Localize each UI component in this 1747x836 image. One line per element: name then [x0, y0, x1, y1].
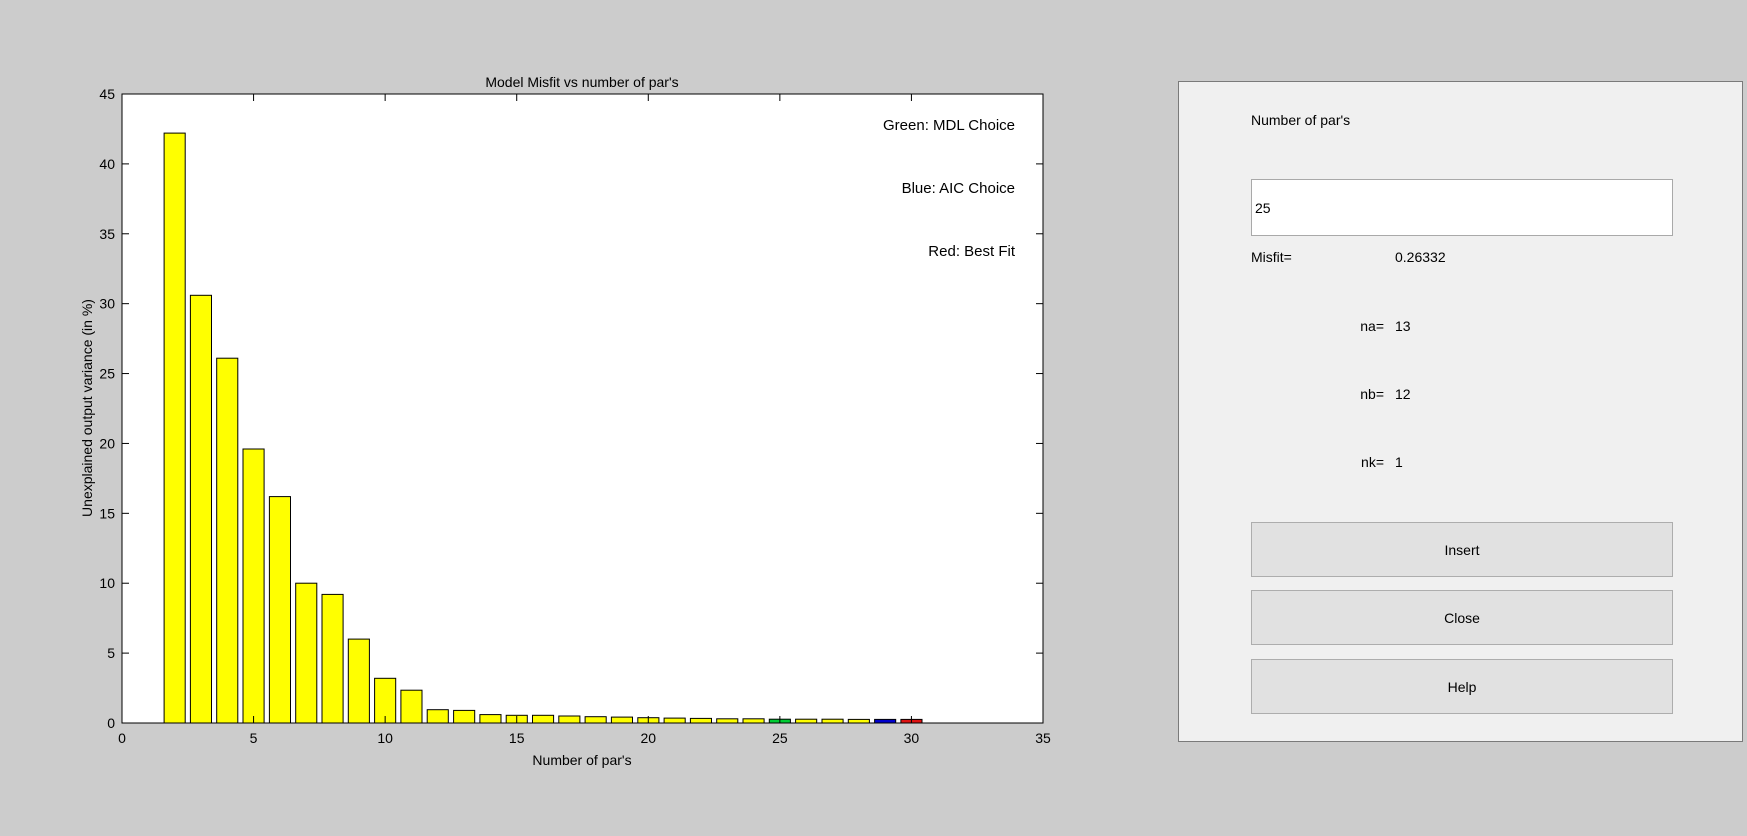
bar — [689, 717, 713, 724]
bar — [321, 593, 344, 724]
bar — [821, 718, 844, 724]
bar — [479, 714, 502, 724]
y-tick-label: 25 — [99, 366, 115, 382]
y-tick-label: 30 — [99, 296, 115, 312]
nk-label: nk= — [1361, 454, 1384, 470]
annotation-best-fit: Red: Best Fit — [928, 243, 1016, 260]
x-axis-label: Number of par's — [532, 752, 631, 768]
nk-value: 1 — [1395, 454, 1403, 470]
y-tick-label: 45 — [99, 86, 115, 102]
x-tick-label: 20 — [640, 730, 656, 746]
y-tick-label: 20 — [99, 435, 115, 451]
na-label: na= — [1360, 318, 1384, 334]
y-tick-label: 40 — [99, 156, 115, 172]
x-tick-label: 0 — [118, 730, 126, 746]
bar — [216, 357, 239, 724]
number-of-pars-input[interactable] — [1251, 179, 1673, 236]
y-tick-label: 0 — [107, 715, 115, 731]
na-value: 13 — [1395, 318, 1411, 334]
x-tick-label: 5 — [250, 730, 258, 746]
bar — [295, 582, 318, 724]
chart-title: Model Misfit vs number of par's — [485, 74, 678, 90]
close-button[interactable]: Close — [1251, 590, 1673, 645]
insert-button[interactable]: Insert — [1251, 522, 1673, 577]
bar — [584, 716, 607, 724]
bar — [558, 715, 581, 724]
bar — [242, 448, 265, 724]
bar — [847, 718, 870, 724]
nb-value: 12 — [1395, 386, 1411, 402]
y-tick-label: 5 — [107, 645, 115, 661]
bar — [163, 132, 186, 724]
bar — [189, 294, 212, 724]
help-button[interactable]: Help — [1251, 659, 1673, 714]
x-tick-label: 10 — [377, 730, 393, 746]
x-tick-label: 15 — [509, 730, 525, 746]
plot-frame — [121, 93, 1044, 724]
y-tick-label: 10 — [99, 575, 115, 591]
bar — [532, 714, 555, 724]
bar — [453, 709, 476, 724]
nb-label: nb= — [1360, 386, 1384, 402]
bar — [742, 718, 765, 724]
x-tick-label: 25 — [772, 730, 788, 746]
model-selection-panel: Number of par's Misfit= 0.26332 na= 13 n… — [1178, 81, 1743, 742]
y-tick-label: 15 — [99, 505, 115, 521]
misfit-label: Misfit= — [1251, 249, 1292, 265]
bar — [610, 716, 634, 724]
x-tick-label: 35 — [1035, 730, 1051, 746]
y-tick-label: 35 — [99, 226, 115, 242]
bar — [268, 496, 291, 724]
bar — [426, 709, 449, 724]
bar — [716, 718, 739, 724]
bar — [400, 689, 423, 724]
misfit-value: 0.26332 — [1395, 249, 1446, 265]
bar — [663, 717, 686, 724]
bar — [874, 718, 897, 724]
annotation-mdl: Green: MDL Choice — [883, 117, 1015, 134]
x-tick-label: 30 — [904, 730, 920, 746]
number-of-pars-label: Number of par's — [1251, 112, 1351, 128]
bar — [795, 718, 818, 724]
bar — [347, 638, 370, 724]
annotation-aic: Blue: AIC Choice — [902, 180, 1015, 197]
y-axis-label: Unexplained output variance (in %) — [79, 299, 95, 517]
